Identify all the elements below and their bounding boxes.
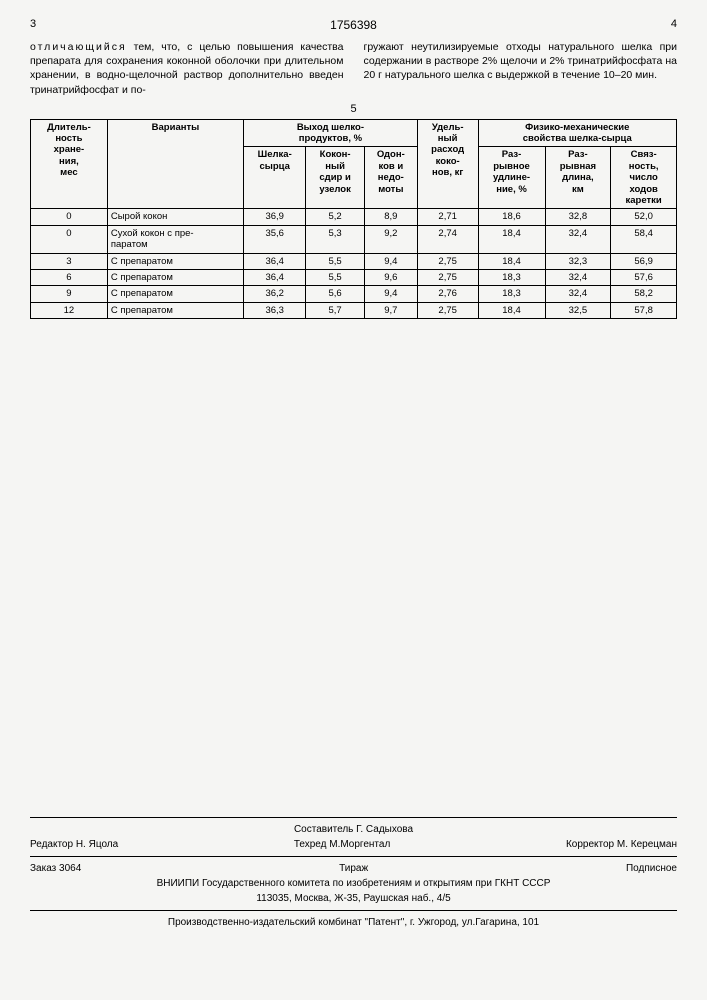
- table-cell: 32,3: [545, 253, 611, 269]
- tirazh: Тираж: [339, 861, 368, 876]
- right-column: гружают неутилизируемые отходы натуральн…: [364, 40, 678, 97]
- th-p1: Раз-рывноеудлине-ние, %: [478, 147, 545, 209]
- address2: Производственно-издательский комбинат "П…: [30, 915, 677, 930]
- table-cell: 2,75: [417, 302, 478, 318]
- table-cell: 18,6: [478, 209, 545, 225]
- table-cell: 9,4: [364, 253, 417, 269]
- table-cell: 8,9: [364, 209, 417, 225]
- spaced-word: отличающийся: [30, 41, 127, 53]
- table-cell: Сухой кокон с пре-паратом: [107, 225, 243, 253]
- table-cell: 32,4: [545, 269, 611, 285]
- patent-number: 1756398: [330, 18, 377, 32]
- table-cell: 9,7: [364, 302, 417, 318]
- page-right: 4: [671, 18, 677, 30]
- table-cell: 0: [31, 225, 108, 253]
- subscription: Подписное: [626, 861, 677, 876]
- table-cell: 5,5: [306, 269, 364, 285]
- body-text: отличающийся тем, что, с целью повышения…: [30, 40, 677, 97]
- table-cell: 57,6: [611, 269, 677, 285]
- table-cell: 2,76: [417, 286, 478, 302]
- table-row: 6С препаратом36,45,59,62,7518,332,457,6: [31, 269, 677, 285]
- table-row: 3С препаратом36,45,59,42,7518,432,356,9: [31, 253, 677, 269]
- table-row: 0Сухой кокон с пре-паратом35,65,39,22,74…: [31, 225, 677, 253]
- table-cell: 2,75: [417, 269, 478, 285]
- table-cell: 36,2: [244, 286, 306, 302]
- table-cell: 0: [31, 209, 108, 225]
- table-cell: 52,0: [611, 209, 677, 225]
- order-label: Заказ: [30, 863, 56, 874]
- table-cell: 18,4: [478, 225, 545, 253]
- table-cell: 2,71: [417, 209, 478, 225]
- table-cell: 5,6: [306, 286, 364, 302]
- table-cell: 18,3: [478, 286, 545, 302]
- th-yield: Выход шелко-продуктов, %: [244, 119, 418, 147]
- table-row: 0Сырой кокон36,95,28,92,7118,632,852,0: [31, 209, 677, 225]
- table-cell: 9,2: [364, 225, 417, 253]
- table-cell: 18,4: [478, 302, 545, 318]
- order: 3064: [59, 863, 81, 874]
- table-cell: 18,3: [478, 269, 545, 285]
- table-row: 12С препаратом36,35,79,72,7518,432,557,8: [31, 302, 677, 318]
- table-cell: 3: [31, 253, 108, 269]
- page-left: 3: [30, 18, 36, 30]
- table-cell: 32,5: [545, 302, 611, 318]
- table-cell: С препаратом: [107, 286, 243, 302]
- th-physmech: Физико-механическиесвойства шелка-сырца: [478, 119, 676, 147]
- editor: Н. Яцола: [76, 839, 118, 850]
- table-cell: 9,4: [364, 286, 417, 302]
- table-cell: 18,4: [478, 253, 545, 269]
- editor-label: Редактор: [30, 839, 73, 850]
- corrector: М. Керецман: [617, 839, 677, 850]
- table-cell: 32,8: [545, 209, 611, 225]
- table-cell: 58,2: [611, 286, 677, 302]
- techred-label: Техред: [294, 839, 327, 850]
- compiler-label: Составитель: [294, 824, 353, 835]
- table-cell: 6: [31, 269, 108, 285]
- table-cell: 5,3: [306, 225, 364, 253]
- th-specific: Удель-ныйрасходкоко-нов, кг: [417, 119, 478, 209]
- th-duration: Длитель-ностьхране-ния,мес: [31, 119, 108, 209]
- th-p2: Раз-рывнаядлина,км: [545, 147, 611, 209]
- table-cell: 5,2: [306, 209, 364, 225]
- table-cell: 32,4: [545, 286, 611, 302]
- table-cell: 36,4: [244, 269, 306, 285]
- table-cell: 9,6: [364, 269, 417, 285]
- table-cell: 2,75: [417, 253, 478, 269]
- footer: Составитель Г. Садыхова Редактор Н. Яцол…: [30, 813, 677, 930]
- table-cell: С препаратом: [107, 302, 243, 318]
- left-column: отличающийся тем, что, с целью повышения…: [30, 40, 344, 97]
- compiler: Г. Садыхова: [356, 824, 413, 835]
- table-cell: 58,4: [611, 225, 677, 253]
- table-cell: 32,4: [545, 225, 611, 253]
- table-cell: 35,6: [244, 225, 306, 253]
- table-cell: 2,74: [417, 225, 478, 253]
- org: ВНИИПИ Государственного комитета по изоб…: [30, 876, 677, 891]
- corrector-label: Корректор: [566, 839, 614, 850]
- th-s1: Шелка-сырца: [244, 147, 306, 209]
- table-cell: Сырой кокон: [107, 209, 243, 225]
- table-cell: 5,7: [306, 302, 364, 318]
- techred: М.Моргентал: [329, 839, 390, 850]
- table-cell: С препаратом: [107, 253, 243, 269]
- table-cell: 36,3: [244, 302, 306, 318]
- table-row: 9С препаратом36,25,69,42,7618,332,458,2: [31, 286, 677, 302]
- data-table: Длитель-ностьхране-ния,мес Варианты Выхо…: [30, 119, 677, 319]
- table-cell: 5,5: [306, 253, 364, 269]
- center-number: 5: [30, 103, 677, 115]
- table-cell: 36,4: [244, 253, 306, 269]
- table-cell: 56,9: [611, 253, 677, 269]
- table-cell: 9: [31, 286, 108, 302]
- table-cell: 12: [31, 302, 108, 318]
- table-cell: 57,8: [611, 302, 677, 318]
- address1: 113035, Москва, Ж-35, Раушская наб., 4/5: [30, 891, 677, 906]
- table-cell: 36,9: [244, 209, 306, 225]
- table-cell: С препаратом: [107, 269, 243, 285]
- th-s2: Кокон-ныйсдир иузелок: [306, 147, 364, 209]
- th-variants: Варианты: [107, 119, 243, 209]
- th-s3: Одон-ков инедо-моты: [364, 147, 417, 209]
- th-p3: Связ-ность,числоходовкаретки: [611, 147, 677, 209]
